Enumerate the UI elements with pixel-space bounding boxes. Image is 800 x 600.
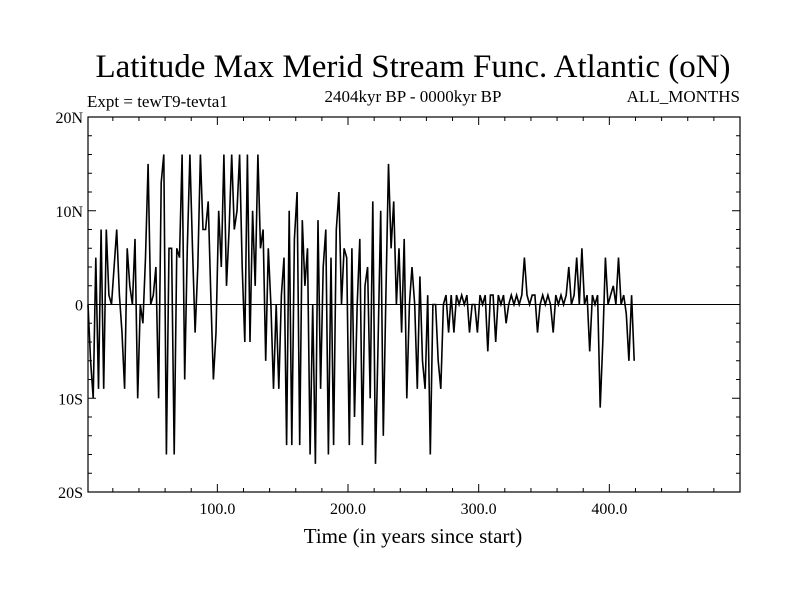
x-axis-label: Time (in years since start): [304, 524, 523, 548]
months-label: ALL_MONTHS: [627, 87, 740, 106]
y-tick-label: 0: [75, 298, 83, 315]
period-label: 2404kyr BP - 0000kyr BP: [325, 87, 502, 106]
chart-title: Latitude Max Merid Stream Func. Atlantic…: [95, 49, 730, 85]
y-axis: 20N 10N 0 10S 20S: [55, 110, 740, 502]
plot-area: 20N 10N 0 10S 20S 100.0 200.0 300.0 400.0: [55, 110, 741, 518]
series-line: [87, 154, 635, 464]
y-tick-label: 20N: [55, 110, 83, 127]
x-tick-label: 200.0: [330, 501, 366, 518]
x-tick-label: 300.0: [461, 501, 497, 518]
experiment-label: Expt = tewT9-tevta1: [87, 92, 228, 111]
x-tick-label: 400.0: [591, 501, 627, 518]
y-tick-label: 10N: [55, 204, 83, 221]
x-axis: 100.0 200.0 300.0 400.0: [112, 117, 741, 518]
y-tick-label: 10S: [58, 391, 83, 408]
x-tick-label: 100.0: [199, 501, 235, 518]
y-tick-label: 20S: [58, 485, 83, 502]
